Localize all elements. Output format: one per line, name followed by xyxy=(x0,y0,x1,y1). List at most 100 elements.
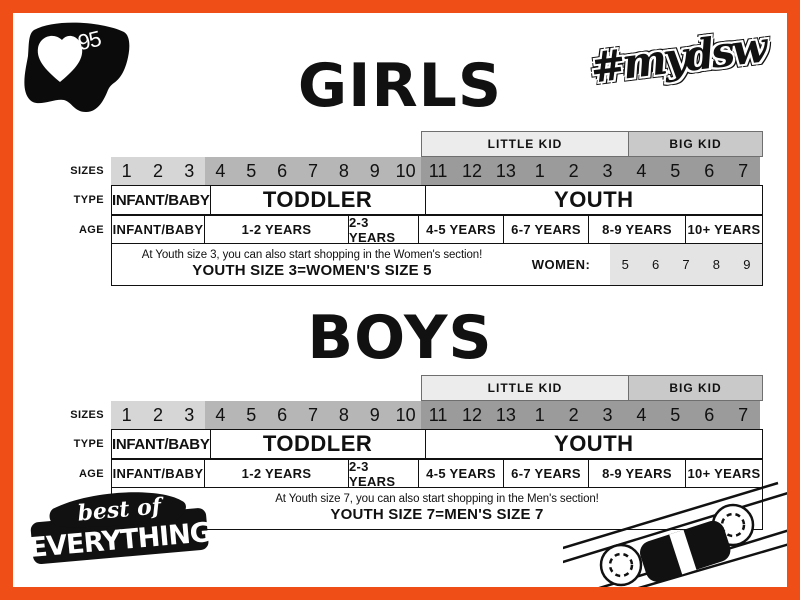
boys-size-cell: 5 xyxy=(658,401,693,429)
boys-note-line2: YOUTH SIZE 7=MEN'S SIZE 7 xyxy=(330,506,544,523)
women-size-cell: 7 xyxy=(682,257,690,272)
girls-size-cell: 4 xyxy=(624,157,659,185)
girls-size-cell: 7 xyxy=(726,157,761,185)
girls-size-cell: 5 xyxy=(658,157,693,185)
boys-size-cell: 5 xyxy=(235,401,267,429)
boys-banner-row: LITTLE KID BIG KID xyxy=(61,375,763,401)
boys-age-cell: 1-2 YEARS xyxy=(204,459,349,488)
boys-note-line1: At Youth size 7, you can also start shop… xyxy=(275,493,599,505)
girls-age-cell: 10+ YEARS xyxy=(685,215,763,244)
girls-type-row: TYPE INFANT/BABY TODDLER YOUTH xyxy=(61,185,763,215)
boys-age-row: AGE INFANT/BABY 1-2 YEARS 2-3 YEARS 4-5 … xyxy=(61,459,763,489)
boys-note-text: At Youth size 7, you can also start shop… xyxy=(112,488,762,529)
boys-size-cell: 2 xyxy=(556,401,591,429)
boys-size-cell: 3 xyxy=(173,401,205,429)
girls-age-cell: 6-7 YEARS xyxy=(503,215,589,244)
boys-size-cell: 2 xyxy=(142,401,174,429)
girls-size-chart: LITTLE KID BIG KID SIZES 1 2 3 4 5 6 7 8 9 10 11 12… xyxy=(61,131,763,286)
girls-age-cell: 4-5 YEARS xyxy=(418,215,504,244)
girls-age-cell: 8-9 YEARS xyxy=(588,215,686,244)
girls-size-cell: 6 xyxy=(266,157,298,185)
boys-size-cell: 6 xyxy=(266,401,298,429)
boys-size-cell: 8 xyxy=(328,401,360,429)
boys-banner-spacer xyxy=(111,375,421,401)
girls-size-cell: 11 xyxy=(421,157,456,185)
boys-size-cell: 13 xyxy=(488,401,523,429)
boys-size-cell: 1 xyxy=(522,401,557,429)
girls-age-cell: 2-3 YEARS xyxy=(348,215,419,245)
girls-banner-spacer-label xyxy=(61,131,111,157)
boys-banner-spacer-label xyxy=(61,375,111,401)
poster-canvas: 95 #mydsw GIRLS LITTLE KID BIG KID SIZES… xyxy=(13,13,787,587)
girls-size-cell: 7 xyxy=(297,157,329,185)
girls-age-label: AGE xyxy=(78,223,104,236)
boys-sizes-label: SIZES xyxy=(70,409,104,421)
women-size-cell: 6 xyxy=(651,257,660,272)
boys-type-infant: INFANT/BABY xyxy=(111,429,211,459)
boys-size-cell: 7 xyxy=(726,401,761,429)
boys-age-cell: INFANT/BABY xyxy=(111,459,205,488)
girls-women-label: WOMEN: xyxy=(531,257,591,272)
girls-type-label: TYPE xyxy=(73,194,104,206)
girls-sizes-label: SIZES xyxy=(70,165,104,177)
girls-age-cell: INFANT/BABY xyxy=(111,215,205,244)
girls-type-youth: YOUTH xyxy=(424,185,763,215)
boys-type-label: TYPE xyxy=(73,438,104,450)
boys-title: BOYS xyxy=(307,303,493,373)
girls-note-row: At Youth size 3, you can also start shop… xyxy=(111,244,763,286)
girls-size-cell: 3 xyxy=(173,157,205,185)
girls-title: GIRLS xyxy=(297,51,503,121)
girls-banner-row: LITTLE KID BIG KID xyxy=(61,131,763,157)
boys-size-chart: LITTLE KID BIG KID SIZES 1 2 3 4 5 6 7 8 9 10 11 12… xyxy=(61,375,763,530)
girls-size-cell: 2 xyxy=(142,157,174,185)
boys-age-cell: 10+ YEARS xyxy=(685,459,763,488)
girls-size-cell: 1 xyxy=(111,157,143,185)
girls-note-text: At Youth size 3, you can also start shop… xyxy=(112,244,512,285)
boys-size-cell: 4 xyxy=(204,401,236,429)
girls-banner-spacer xyxy=(111,131,421,157)
boys-age-cell: 6-7 YEARS xyxy=(503,459,589,488)
girls-note-line2: YOUTH SIZE 3=WOMEN'S SIZE 5 xyxy=(192,262,432,279)
women-size-cell: 8 xyxy=(712,257,721,272)
boys-size-cell: 1 xyxy=(111,401,143,429)
boys-size-cell: 11 xyxy=(421,401,456,429)
girls-size-cell: 5 xyxy=(235,157,267,185)
boys-age-label: AGE xyxy=(78,467,104,480)
boys-type-row: TYPE INFANT/BABY TODDLER YOUTH xyxy=(61,429,763,459)
girls-little-kid-banner: LITTLE KID xyxy=(421,131,629,157)
boys-size-cell: 3 xyxy=(590,401,625,429)
girls-age-cell: 1-2 YEARS xyxy=(204,215,349,244)
boys-big-kid-banner: BIG KID xyxy=(629,375,763,401)
women-size-cell: 9 xyxy=(743,257,751,272)
girls-big-kid-banner: BIG KID xyxy=(629,131,763,157)
boys-type-youth: YOUTH xyxy=(424,429,763,459)
boys-size-cell: 7 xyxy=(297,401,329,429)
girls-size-cell: 4 xyxy=(204,157,236,185)
girls-women-size-band: 5 6 7 8 9 xyxy=(610,244,762,285)
boys-age-cell: 2-3 YEARS xyxy=(348,459,419,489)
boys-sizes-row: SIZES 1 2 3 4 5 6 7 8 9 10 11 12 13 1 2 3 4 5 6 7 xyxy=(61,401,763,429)
boys-note-row: At Youth size 7, you can also start shop… xyxy=(111,488,763,530)
boys-size-cell: 9 xyxy=(359,401,391,429)
girls-type-infant: INFANT/BABY xyxy=(111,185,211,215)
boys-type-toddler: TODDLER xyxy=(209,429,426,459)
boys-little-kid-banner: LITTLE KID xyxy=(421,375,629,401)
boys-age-cell: 8-9 YEARS xyxy=(588,459,686,488)
girls-age-row: AGE INFANT/BABY 1-2 YEARS 2-3 YEARS 4-5 … xyxy=(61,215,763,245)
girls-size-cell: 6 xyxy=(692,157,727,185)
girls-type-toddler: TODDLER xyxy=(209,185,426,215)
boys-size-cell: 10 xyxy=(390,401,422,429)
girls-size-cell: 3 xyxy=(590,157,625,185)
girls-sizes-row: SIZES 1 2 3 4 5 6 7 8 9 10 11 12 13 1 2 3 4 5 6 7 xyxy=(61,157,763,185)
girls-size-cell: 13 xyxy=(488,157,523,185)
girls-size-cell: 9 xyxy=(359,157,391,185)
boys-age-cell: 4-5 YEARS xyxy=(418,459,504,488)
girls-size-cell: 2 xyxy=(556,157,591,185)
boys-size-cell: 6 xyxy=(692,401,727,429)
girls-size-cell: 10 xyxy=(390,157,422,185)
boys-size-cell: 12 xyxy=(455,401,489,429)
girls-size-cell: 12 xyxy=(455,157,489,185)
girls-size-cell: 1 xyxy=(522,157,557,185)
women-size-cell: 5 xyxy=(621,257,629,272)
